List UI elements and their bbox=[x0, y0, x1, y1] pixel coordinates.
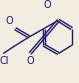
Text: O: O bbox=[5, 16, 13, 26]
Text: Cl: Cl bbox=[0, 56, 9, 66]
Text: O: O bbox=[44, 0, 51, 10]
Text: O: O bbox=[26, 56, 34, 66]
